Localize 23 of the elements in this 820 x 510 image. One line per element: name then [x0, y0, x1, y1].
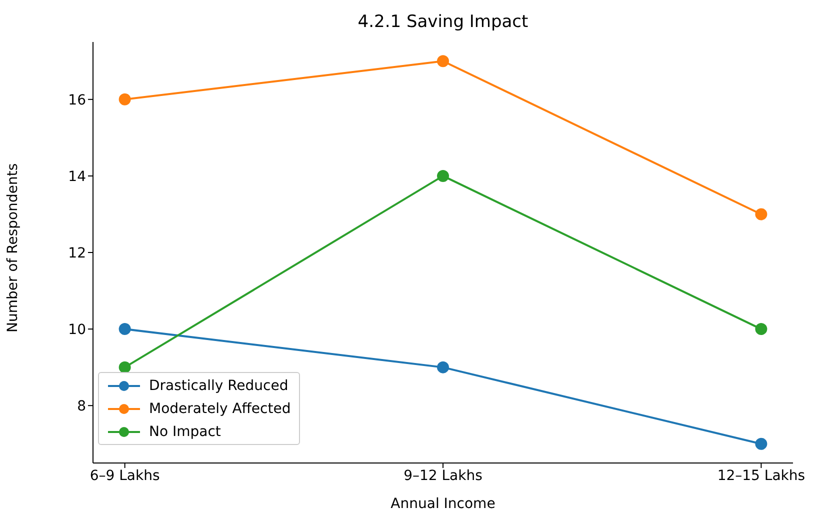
- x-axis-title: Annual Income: [390, 496, 496, 510]
- legend-label: Drastically Reduced: [149, 378, 288, 394]
- point: [755, 323, 768, 336]
- legend-label: No Impact: [149, 424, 221, 440]
- y-tick-label: 12: [68, 245, 86, 262]
- point: [118, 323, 131, 336]
- x-tick-label: 9–12 Lakhs: [404, 468, 482, 484]
- point: [437, 170, 449, 182]
- y-tick-label: 14: [68, 168, 86, 185]
- point: [118, 93, 131, 106]
- y-axis-title: Number of Respondents: [4, 163, 21, 332]
- point: [755, 438, 768, 450]
- point: [118, 361, 131, 374]
- legend-label: Moderately Affected: [149, 400, 291, 416]
- chart-title: 4.2.1 Saving Impact: [356, 12, 530, 32]
- x-tick-label: 12–15 Lakhs: [717, 468, 806, 484]
- point: [755, 208, 768, 220]
- x-tick-label: 6–9 Lakhs: [90, 468, 160, 484]
- point: [437, 361, 449, 374]
- y-tick-label: 8: [77, 398, 86, 415]
- y-tick-label: 16: [68, 92, 86, 108]
- point: [437, 55, 449, 68]
- y-tick-label: 10: [68, 322, 86, 338]
